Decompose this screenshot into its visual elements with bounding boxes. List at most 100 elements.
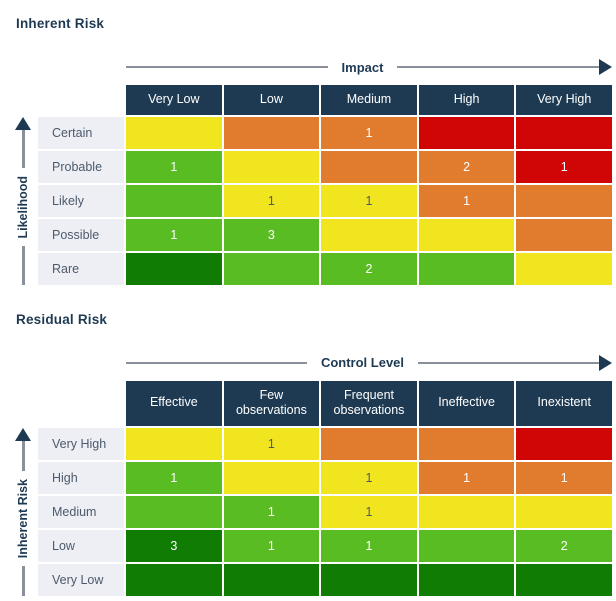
inherent-risk-title: Inherent Risk — [16, 16, 105, 31]
matrix-cell-likely-high: 1 — [418, 184, 515, 217]
column-header-very-low: Very Low — [126, 85, 222, 115]
matrix-cell-low-few-observations: 1 — [223, 529, 320, 562]
matrix-cell-certain-very-low — [126, 116, 222, 149]
matrix-cell-likely-very-high — [516, 184, 612, 217]
matrix-cell-probable-high: 2 — [418, 150, 515, 183]
matrix-cell-high-ineffective: 1 — [418, 461, 515, 494]
likelihood-axis-label: Likelihood — [16, 175, 30, 239]
corner-spacer — [10, 355, 124, 379]
header-spacer — [10, 381, 124, 426]
control-level-axis-label: Control Level — [320, 355, 405, 371]
matrix-cell-rare-medium: 2 — [321, 252, 417, 285]
matrix-cell-possible-medium — [321, 218, 417, 251]
row-label-very-high: Very High — [38, 427, 124, 460]
matrix-cell-likely-medium: 1 — [321, 184, 417, 217]
matrix-cell-very-low-ineffective — [418, 563, 515, 596]
row-label-likely: Likely — [38, 184, 124, 217]
row-label-very-low: Very Low — [38, 563, 124, 596]
matrix-cell-certain-low — [223, 116, 320, 149]
column-header-few-observations: Few observations — [223, 380, 320, 426]
matrix-cell-likely-very-low — [126, 184, 222, 217]
corner-spacer — [10, 59, 124, 83]
matrix-cell-likely-low: 1 — [223, 184, 320, 217]
matrix-cell-very-high-effective — [126, 427, 222, 460]
matrix-cell-possible-low: 3 — [223, 218, 320, 251]
control-level-axis: Control Level — [126, 354, 612, 371]
matrix-cell-rare-high — [418, 252, 515, 285]
arrow-right-icon — [599, 59, 612, 75]
row-label-medium: Medium — [38, 495, 124, 528]
matrix-cell-very-high-few-observations: 1 — [223, 427, 320, 460]
column-header-high: High — [418, 85, 515, 115]
inherent-risk-matrix: Impact Likelihood Very Low Low Medium High V… — [10, 59, 612, 285]
arrow-right-icon — [598, 354, 612, 371]
residual-risk-section: Residual Risk Control Level Inherent Ris… — [10, 312, 612, 596]
matrix-cell-possible-very-high — [516, 218, 612, 251]
matrix-cell-low-ineffective — [418, 529, 515, 562]
inherent-risk-axis: Inherent Risk — [10, 427, 36, 596]
matrix-cell-probable-low — [223, 150, 320, 183]
matrix-cell-very-high-frequent-observations — [321, 427, 417, 460]
row-label-high: High — [38, 461, 124, 494]
row-label-possible: Possible — [38, 218, 124, 251]
residual-risk-title: Residual Risk — [16, 311, 108, 327]
matrix-cell-rare-very-low — [126, 252, 222, 285]
column-header-medium: Medium — [321, 85, 417, 115]
matrix-cell-probable-very-low: 1 — [126, 150, 222, 183]
matrix-cell-low-effective: 3 — [126, 529, 222, 562]
row-label-certain: Certain — [38, 116, 124, 149]
header-spacer — [10, 85, 124, 115]
matrix-cell-probable-very-high: 1 — [516, 150, 612, 183]
column-header-frequent-observations: Frequent observations — [321, 380, 417, 426]
axis-line — [21, 129, 25, 168]
inherent-risk-section: Inherent Risk Impact Likelihood Very Low… — [10, 16, 612, 285]
column-header-low: Low — [223, 85, 320, 115]
column-header-very-high: Very High — [516, 85, 612, 115]
matrix-cell-rare-low — [223, 252, 320, 285]
matrix-cell-possible-high — [418, 218, 515, 251]
column-header-inexistent: Inexistent — [516, 380, 612, 426]
matrix-cell-high-few-observations — [223, 461, 320, 494]
axis-line — [126, 66, 328, 68]
axis-line — [21, 246, 25, 285]
row-label-probable: Probable — [38, 150, 124, 183]
matrix-cell-probable-medium — [321, 150, 417, 183]
matrix-cell-certain-medium: 1 — [321, 116, 417, 149]
matrix-cell-possible-very-low: 1 — [126, 218, 222, 251]
axis-line — [126, 361, 307, 364]
matrix-cell-low-inexistent: 2 — [516, 529, 612, 562]
matrix-cell-very-high-inexistent — [516, 427, 612, 460]
axis-line — [21, 440, 25, 471]
inherent-risk-axis-label: Inherent Risk — [16, 478, 30, 558]
matrix-cell-very-low-frequent-observations — [321, 563, 417, 596]
axis-line — [397, 66, 599, 68]
matrix-cell-very-low-effective — [126, 563, 222, 596]
matrix-cell-medium-few-observations: 1 — [223, 495, 320, 528]
matrix-cell-very-high-ineffective — [418, 427, 515, 460]
matrix-cell-certain-high — [418, 116, 515, 149]
impact-axis-label: Impact — [341, 59, 384, 75]
axis-line — [418, 361, 599, 364]
arrow-up-icon — [15, 116, 31, 130]
likelihood-axis: Likelihood — [10, 116, 36, 285]
row-label-low: Low — [38, 529, 124, 562]
matrix-cell-rare-very-high — [516, 252, 612, 285]
matrix-cell-low-frequent-observations: 1 — [321, 529, 417, 562]
column-header-effective: Effective — [126, 380, 222, 426]
matrix-cell-certain-very-high — [516, 116, 612, 149]
matrix-cell-very-low-inexistent — [516, 563, 612, 596]
impact-axis: Impact — [126, 59, 612, 75]
matrix-cell-very-low-few-observations — [223, 563, 320, 596]
matrix-cell-medium-frequent-observations: 1 — [321, 495, 417, 528]
matrix-cell-high-frequent-observations: 1 — [321, 461, 417, 494]
arrow-up-icon — [15, 427, 31, 441]
matrix-cell-medium-effective — [126, 495, 222, 528]
matrix-cell-high-effective: 1 — [126, 461, 222, 494]
matrix-cell-medium-ineffective — [418, 495, 515, 528]
matrix-cell-high-inexistent: 1 — [516, 461, 612, 494]
matrix-cell-medium-inexistent — [516, 495, 612, 528]
row-label-rare: Rare — [38, 252, 124, 285]
column-header-ineffective: Ineffective — [418, 380, 515, 426]
residual-risk-matrix: Control Level Inherent Risk Effective Few… — [10, 354, 612, 596]
axis-line — [21, 565, 25, 596]
